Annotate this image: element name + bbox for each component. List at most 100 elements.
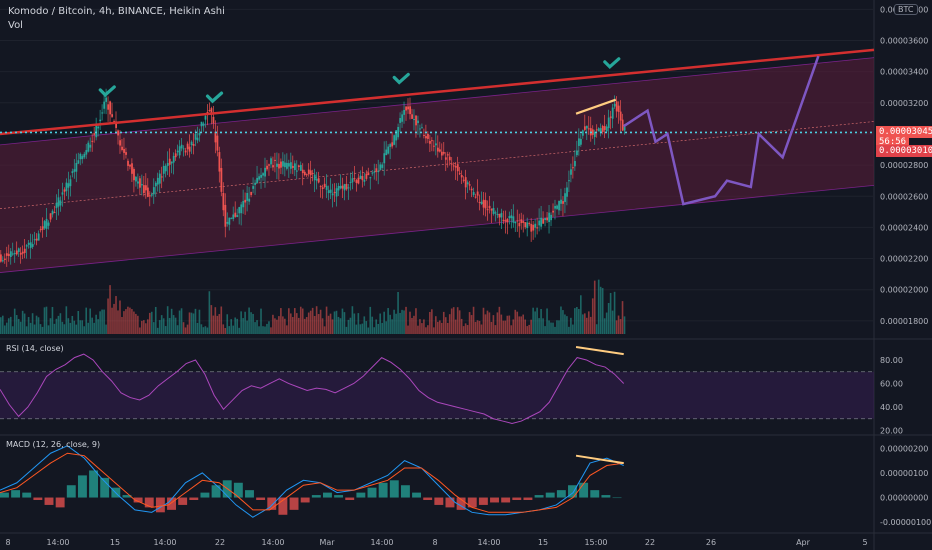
macd-tick-label: 0.00000100 [880,469,928,478]
price-tick-label: 0.00002200 [880,255,928,264]
candle-body [156,177,159,185]
volume-bar [437,321,439,334]
candle-body [512,216,515,223]
macd-histogram-bar [467,497,477,508]
volume-bar [470,315,473,334]
volume-bar [381,322,383,334]
candle-body [286,162,288,169]
channel-upper [0,57,875,146]
candle-body [47,222,50,226]
macd-histogram-bar [133,497,143,503]
currency-badge[interactable]: BTC [894,4,918,15]
volume-bar [389,314,391,334]
volume-bar [31,313,34,334]
macd-histogram-bar [445,497,455,508]
volume-bar [160,315,163,334]
candle-body [214,131,217,143]
candle-body [293,163,296,171]
candle-body [413,119,415,121]
rsi-title: RSI (14, close) [6,344,64,353]
volume-bar [178,310,181,334]
candle-body [81,156,84,160]
price-tick-label: 0.00002000 [880,286,928,295]
volume-bar [345,326,348,334]
volume-bar [419,319,421,334]
volume-bar [309,310,312,334]
level-price-tag: 0.00003010 [876,145,932,157]
volume-bar [623,316,626,334]
volume-bar [47,325,50,334]
candle-body [65,182,68,192]
candle-body [486,209,489,211]
rsi-divergence-line [575,346,624,356]
candle-body [121,146,123,150]
candle-body [113,121,116,123]
candle-body [103,101,106,109]
volume-bar [234,317,236,334]
volume-bar [605,312,608,334]
volume-bar [61,321,64,334]
volume-bar [230,319,233,334]
volume-bar [595,324,598,334]
candle-body [585,125,588,129]
volume-bar [224,327,227,334]
time-tick-label: 14:00 [46,538,69,547]
volume-bar [580,295,582,334]
volume-bar [293,308,296,334]
volume-bar [323,326,326,334]
macd-histogram-bar [144,497,154,508]
volume-bar [186,324,189,334]
volume-bar [510,325,513,334]
volume-bar [452,307,455,334]
candle-body [53,212,56,214]
volume-bar [172,315,175,334]
candle-body [518,222,521,227]
volume-bar [528,324,530,334]
candle-body [550,214,553,221]
candle-body [383,153,386,164]
candle-body [351,178,354,183]
candle-body [478,202,481,204]
candle-body [582,130,584,136]
volume-bar [568,326,570,334]
price-tick-label: 0.00001800 [880,317,928,326]
volume-bar [548,320,550,334]
volume-bar [135,313,137,334]
volume-bar [137,315,139,334]
candle-body [166,163,169,166]
volume-bar [480,324,483,334]
volume-bar [282,316,284,334]
candle-body [440,151,443,156]
volume-bar [377,323,380,334]
macd-tick-label: 0.00000000 [880,494,928,503]
volume-bar [343,312,346,334]
candle-body [276,163,278,167]
macd-histogram-bar [601,495,611,498]
candle-body [105,97,108,102]
candle-body [572,167,574,169]
volume-bar [520,316,523,334]
candle-body [367,172,370,176]
checkmark-icon [205,91,224,104]
candle-body [148,195,151,197]
volume-bar [266,323,268,334]
volume-bar [71,315,74,334]
candle-body [212,116,215,124]
volume-bar [405,306,407,334]
volume-bar [512,319,515,334]
candle-body [564,193,566,202]
candle-body [359,175,362,179]
volume-bar [11,326,14,334]
candle-body [325,185,328,190]
candle-body [520,219,523,224]
candle-body [172,156,175,163]
candle-body [234,212,237,217]
candle-body [7,253,10,257]
volume-bar [526,326,528,334]
volume-bar [284,318,286,334]
candle-body [194,133,197,140]
volume-bar [75,324,78,334]
candle-body [35,238,38,241]
volume-bar [361,323,364,334]
